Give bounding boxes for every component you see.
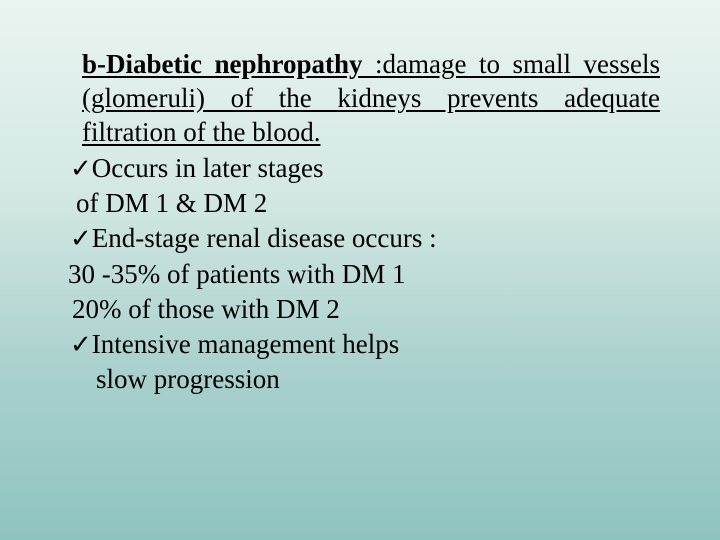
check-icon: ✓ (70, 223, 92, 253)
bullet-1: ✓Occurs in later stages (68, 151, 660, 186)
bullet-3: ✓Intensive management helps (68, 327, 660, 362)
check-icon: ✓ (70, 153, 92, 183)
slide-body: b-Diabetic nephropathy :damage to small … (0, 0, 720, 397)
bullet-1-text: Occurs in later stages (92, 153, 324, 183)
title-rest-1: :damage to small (363, 49, 571, 79)
bullet-3-sub: slow progression (68, 362, 660, 397)
check-icon: ✓ (70, 329, 92, 359)
title-bold: b-Diabetic nephropathy (82, 49, 363, 79)
bullet-2: ✓End-stage renal disease occurs : (68, 221, 660, 256)
bullet-2-sub1: 30 -35% of patients with DM 1 (68, 257, 660, 292)
bullet-3-text: Intensive management helps (92, 329, 399, 359)
bullet-2-text: End-stage renal disease occurs : (92, 223, 437, 253)
bullet-2-sub2: 20% of those with DM 2 (68, 292, 660, 327)
bullet-1-sub: of DM 1 & DM 2 (68, 186, 660, 221)
slide-title: b-Diabetic nephropathy :damage to small … (68, 48, 660, 149)
